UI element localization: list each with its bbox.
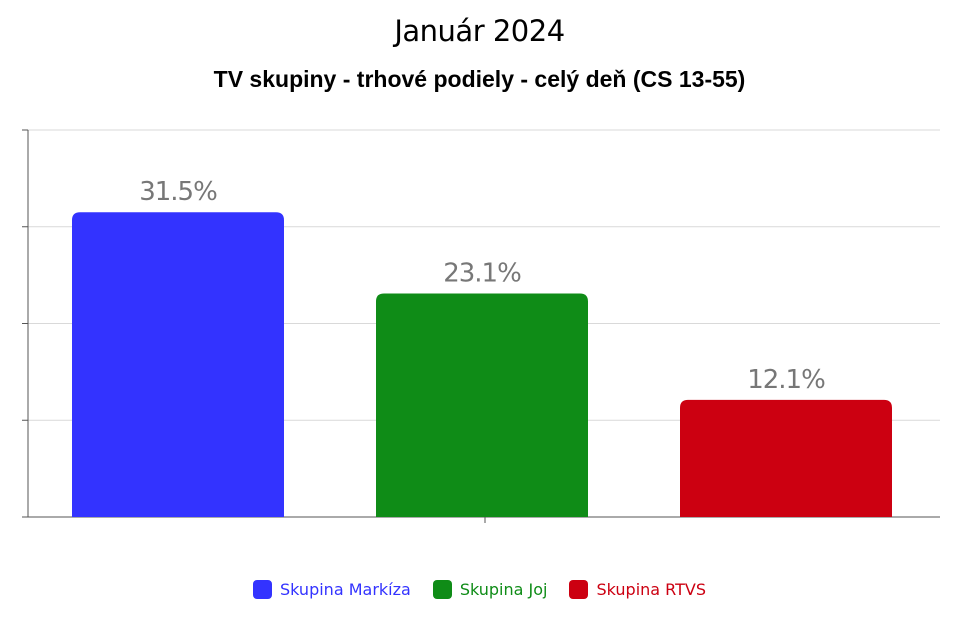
legend-label: Skupina Markíza — [280, 580, 411, 599]
chart-title: Január 2024 — [394, 14, 565, 48]
bar-0 — [72, 212, 284, 518]
data-label: 23.1% — [443, 259, 521, 289]
legend-label: Skupina RTVS — [596, 580, 706, 599]
legend-item-rtvs[interactable]: Skupina RTVS — [569, 580, 706, 599]
legend-item-joj[interactable]: Skupina Joj — [432, 580, 548, 599]
data-label: 12.1% — [747, 365, 825, 395]
legend-swatch — [432, 580, 452, 599]
chart-subtitle: TV skupiny - trhové podiely - celý deň (… — [213, 66, 746, 92]
bar-1 — [376, 293, 588, 517]
legend-swatch — [569, 580, 589, 599]
legend-label: Skupina Joj — [459, 580, 548, 599]
data-label: 31.5% — [139, 177, 217, 207]
legend: Skupina Markíza Skupina Joj Skupina RTVS — [0, 580, 959, 599]
legend-swatch — [253, 580, 272, 599]
legend-item-markiza[interactable]: Skupina Markíza — [253, 580, 411, 599]
bar-2 — [680, 399, 892, 517]
